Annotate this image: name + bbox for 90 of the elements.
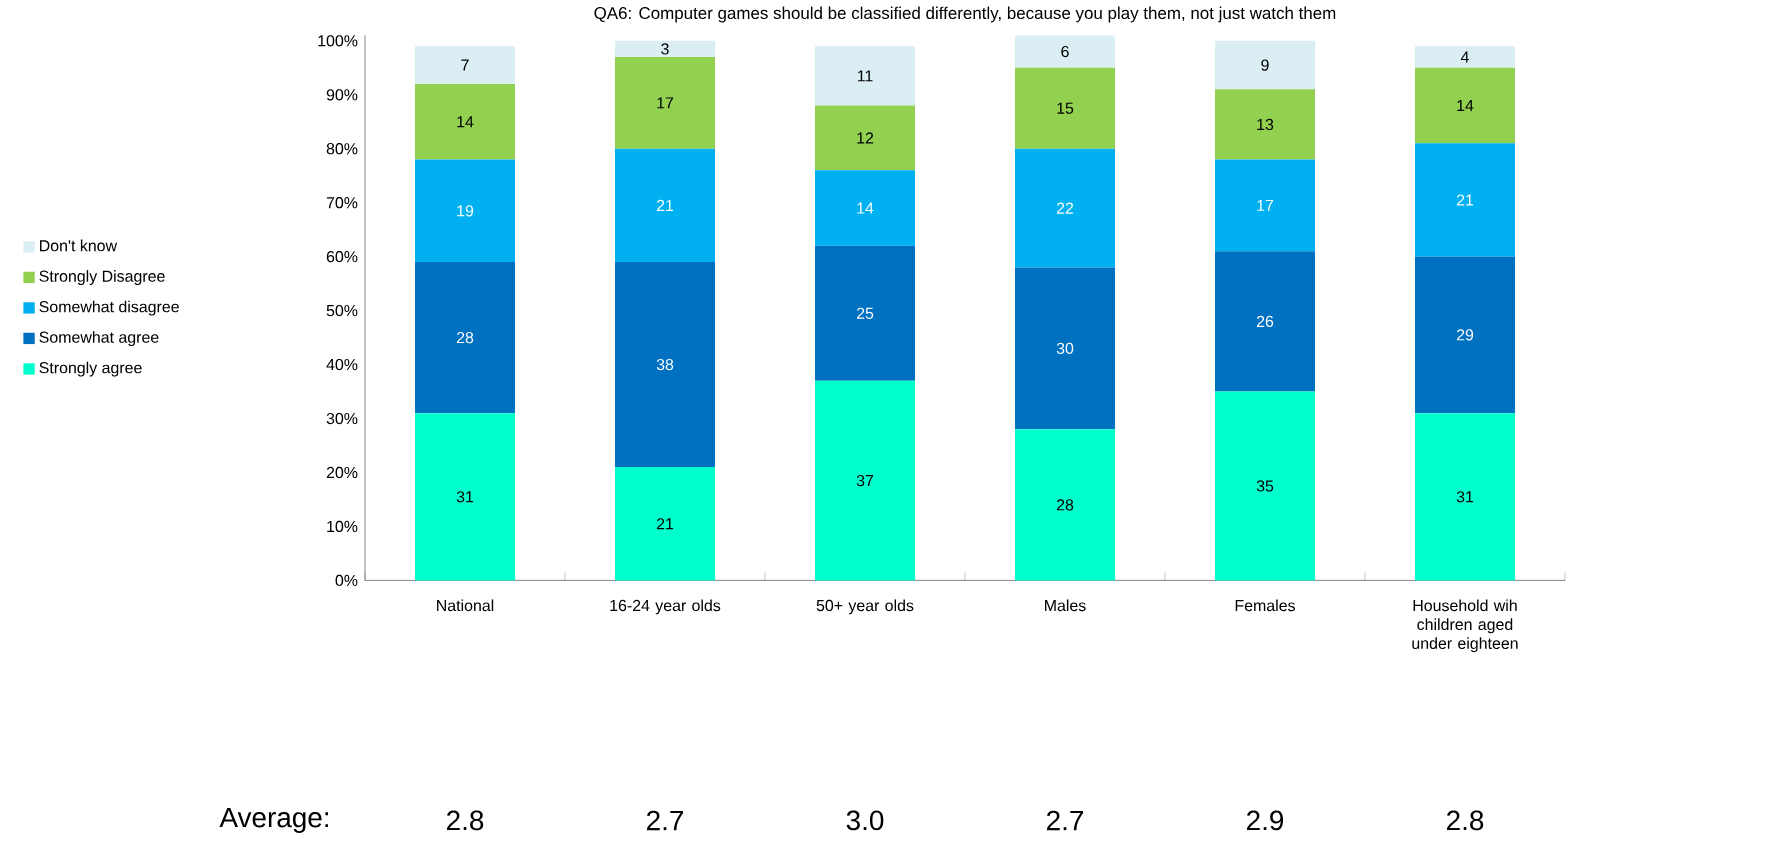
data-label: 38	[656, 358, 674, 371]
bar	[1414, 412, 1515, 581]
bar	[415, 46, 516, 84]
y-tick-label: 40%	[326, 358, 358, 371]
legend-label: Don't know	[40, 239, 118, 252]
y-tick-label: 100%	[318, 34, 358, 47]
legend-label: Strongly agree	[39, 361, 142, 377]
data-label: 13	[1257, 118, 1274, 130]
text: 2.8	[447, 810, 484, 831]
bar	[415, 159, 516, 262]
bar	[615, 148, 715, 262]
bar	[415, 83, 516, 160]
bar	[1015, 148, 1115, 268]
legend-label: Somewhat agree	[39, 330, 159, 346]
bar	[1214, 159, 1315, 252]
bar	[815, 245, 915, 381]
bar	[1214, 89, 1315, 160]
data-label: 15	[1057, 102, 1074, 114]
data-label: 26	[1256, 315, 1274, 327]
data-label: 28	[1056, 499, 1074, 511]
text: 2.7	[647, 810, 684, 830]
bar	[1214, 251, 1315, 392]
bar	[415, 261, 516, 413]
y-tick-label: 90%	[326, 88, 358, 101]
data-label: 30	[1056, 342, 1074, 354]
bar	[1214, 391, 1315, 581]
bar	[1015, 267, 1115, 430]
chart-title: QA6: Computer games should be classified differently, because you play them, not just watch them	[594, 6, 1336, 23]
bar	[815, 105, 915, 171]
y-tick-label: 60%	[326, 250, 358, 263]
data-label: 17	[657, 97, 674, 109]
data-label: 14	[857, 202, 874, 214]
bar	[815, 46, 915, 106]
data-label: 7	[461, 59, 469, 71]
data-label: 19	[457, 204, 474, 217]
bar	[615, 56, 715, 149]
bar	[615, 466, 715, 581]
data-label: 37	[856, 474, 874, 487]
bar	[1414, 143, 1515, 257]
bar	[815, 170, 915, 246]
x-tick-label: Household wih children aged under eighteen	[1412, 599, 1518, 652]
data-label: 35	[1256, 480, 1274, 492]
text: 2.7	[1047, 810, 1084, 830]
y-tick-label: 50%	[326, 304, 358, 317]
data-label: 29	[1456, 329, 1474, 341]
legend-label: Strongly Disagree	[39, 269, 165, 285]
data-label: 25	[856, 307, 874, 319]
bar	[615, 261, 715, 467]
data-label: 3	[661, 43, 669, 55]
data-label: 21	[1456, 194, 1474, 206]
bar	[1015, 67, 1115, 149]
data-label: 14	[457, 116, 474, 128]
y-tick-label: 10%	[327, 520, 358, 532]
bar	[1015, 35, 1115, 68]
x-tick-label: National	[437, 599, 494, 611]
data-label: 21	[656, 517, 674, 530]
bar	[1015, 429, 1115, 581]
data-label: 14	[1457, 99, 1474, 111]
data-label: 17	[1257, 199, 1274, 211]
data-label: 12	[857, 132, 874, 144]
x-tick-label: 16-24 year olds	[610, 599, 721, 615]
legend-label: Somewhat disagree	[39, 300, 179, 316]
data-label: 4	[1460, 51, 1469, 63]
y-tick-label: 80%	[326, 142, 358, 155]
data-label: 28	[456, 331, 474, 344]
y-tick-label: 70%	[326, 196, 358, 209]
text: 3.0	[846, 810, 884, 831]
bar	[615, 40, 715, 57]
data-label: 6	[1061, 45, 1069, 58]
data-label: 31	[456, 490, 474, 503]
data-label: 31	[1456, 490, 1474, 503]
y-tick-label: 0%	[335, 574, 358, 586]
y-tick-label: 20%	[326, 466, 358, 478]
bar	[1414, 256, 1515, 413]
data-label: 21	[656, 199, 674, 211]
bar	[415, 412, 516, 581]
x-tick-label: 50+ year olds	[816, 599, 914, 615]
x-tick-label: Males	[1045, 599, 1086, 611]
y-tick-label: 30%	[326, 412, 358, 424]
text: 2.8	[1447, 810, 1484, 831]
data-label: 9	[1261, 59, 1269, 71]
bar	[815, 380, 915, 581]
bar	[1214, 40, 1315, 90]
data-label: 11	[857, 70, 873, 82]
bar	[1414, 67, 1515, 144]
text: 2.9	[1247, 810, 1284, 831]
text: Average:	[219, 807, 329, 833]
bar	[1414, 46, 1515, 68]
data-label: 22	[1056, 202, 1074, 214]
x-tick-label: Females	[1235, 599, 1295, 611]
